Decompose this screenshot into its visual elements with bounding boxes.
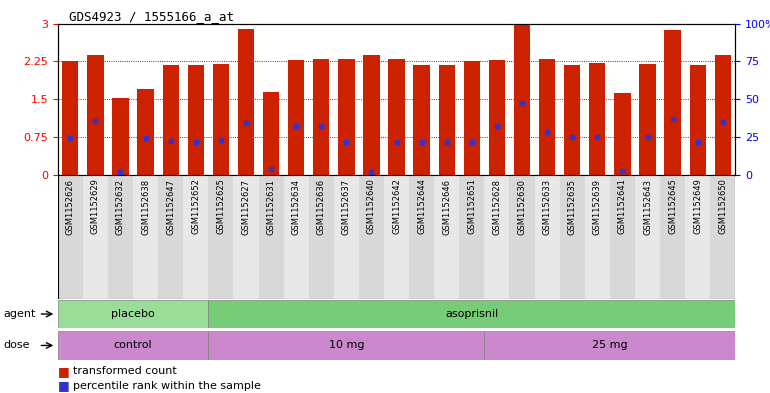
Bar [233, 175, 259, 299]
Bar [539, 59, 555, 175]
Text: GSM1152643: GSM1152643 [643, 178, 652, 235]
Bar [137, 89, 154, 175]
Text: dose: dose [4, 340, 30, 351]
Text: GSM1152645: GSM1152645 [668, 178, 677, 235]
Text: GSM1152625: GSM1152625 [216, 178, 226, 235]
Bar [283, 175, 309, 299]
Bar [690, 65, 706, 175]
Bar [363, 55, 380, 175]
Text: GSM1152646: GSM1152646 [442, 178, 451, 235]
Text: GSM1152647: GSM1152647 [166, 178, 176, 235]
Bar [238, 29, 254, 175]
Text: asoprisnil: asoprisnil [445, 309, 498, 319]
Bar [564, 65, 581, 175]
Text: GSM1152652: GSM1152652 [191, 178, 200, 235]
Text: GSM1152640: GSM1152640 [367, 178, 376, 235]
Text: GSM1152636: GSM1152636 [316, 178, 326, 235]
Bar [213, 64, 229, 175]
Bar [259, 175, 283, 299]
Text: GSM1152650: GSM1152650 [718, 178, 728, 235]
Text: GSM1152637: GSM1152637 [342, 178, 351, 235]
Text: GSM1152642: GSM1152642 [392, 178, 401, 235]
Text: GSM1152639: GSM1152639 [593, 178, 602, 235]
Bar [489, 61, 505, 175]
Bar [133, 175, 158, 299]
Bar [589, 63, 605, 175]
Bar [639, 64, 656, 175]
Text: GSM1152641: GSM1152641 [618, 178, 627, 235]
Bar [87, 55, 103, 175]
Bar [334, 175, 359, 299]
Bar [162, 65, 179, 175]
Text: GSM1152649: GSM1152649 [693, 178, 702, 235]
Bar [209, 175, 233, 299]
Bar [635, 175, 660, 299]
Text: transformed count: transformed count [73, 366, 177, 376]
Text: GSM1152634: GSM1152634 [292, 178, 300, 235]
Bar [484, 331, 735, 360]
Bar [610, 175, 635, 299]
Text: GSM1152644: GSM1152644 [417, 178, 426, 235]
Bar [409, 175, 434, 299]
Text: GSM1152633: GSM1152633 [543, 178, 551, 235]
Bar [434, 175, 459, 299]
Bar [58, 331, 209, 360]
Text: GSM1152628: GSM1152628 [493, 178, 501, 235]
Bar [514, 25, 531, 175]
Bar [464, 61, 480, 175]
Text: 25 mg: 25 mg [592, 340, 628, 351]
Text: GSM1152629: GSM1152629 [91, 178, 100, 235]
Text: GSM1152630: GSM1152630 [517, 178, 527, 235]
Text: placebo: placebo [111, 309, 155, 319]
Bar [384, 175, 409, 299]
Bar [510, 175, 534, 299]
Bar [584, 175, 610, 299]
Bar [660, 175, 685, 299]
Bar [388, 59, 405, 175]
Bar [534, 175, 560, 299]
Bar [183, 175, 209, 299]
Bar [83, 175, 108, 299]
Text: GSM1152631: GSM1152631 [266, 178, 276, 235]
Bar [459, 175, 484, 299]
Bar [313, 59, 330, 175]
Bar [288, 60, 304, 175]
Bar [359, 175, 384, 299]
Bar [338, 59, 354, 175]
Text: GSM1152632: GSM1152632 [116, 178, 125, 235]
Bar [309, 175, 334, 299]
Text: GSM1152627: GSM1152627 [242, 178, 250, 235]
Text: ■: ■ [58, 365, 69, 378]
Bar [188, 66, 204, 175]
Bar [209, 331, 484, 360]
Bar [484, 175, 510, 299]
Text: ■: ■ [58, 379, 69, 393]
Bar [158, 175, 183, 299]
Text: GSM1152635: GSM1152635 [567, 178, 577, 235]
Bar [665, 30, 681, 175]
Text: percentile rank within the sample: percentile rank within the sample [73, 381, 261, 391]
Bar [439, 66, 455, 175]
Bar [112, 98, 129, 175]
Bar [58, 175, 83, 299]
Bar [62, 61, 79, 175]
Text: 10 mg: 10 mg [329, 340, 364, 351]
Bar [108, 175, 133, 299]
Text: GSM1152638: GSM1152638 [141, 178, 150, 235]
Bar [209, 300, 735, 328]
Bar [58, 300, 209, 328]
Text: control: control [114, 340, 152, 351]
Bar [413, 65, 430, 175]
Bar [715, 55, 731, 175]
Bar [263, 92, 280, 175]
Bar [560, 175, 584, 299]
Text: GSM1152626: GSM1152626 [65, 178, 75, 235]
Text: GDS4923 / 1555166_a_at: GDS4923 / 1555166_a_at [69, 10, 234, 23]
Bar [685, 175, 710, 299]
Bar [710, 175, 735, 299]
Text: agent: agent [4, 309, 36, 319]
Text: GSM1152651: GSM1152651 [467, 178, 477, 235]
Bar [614, 93, 631, 175]
